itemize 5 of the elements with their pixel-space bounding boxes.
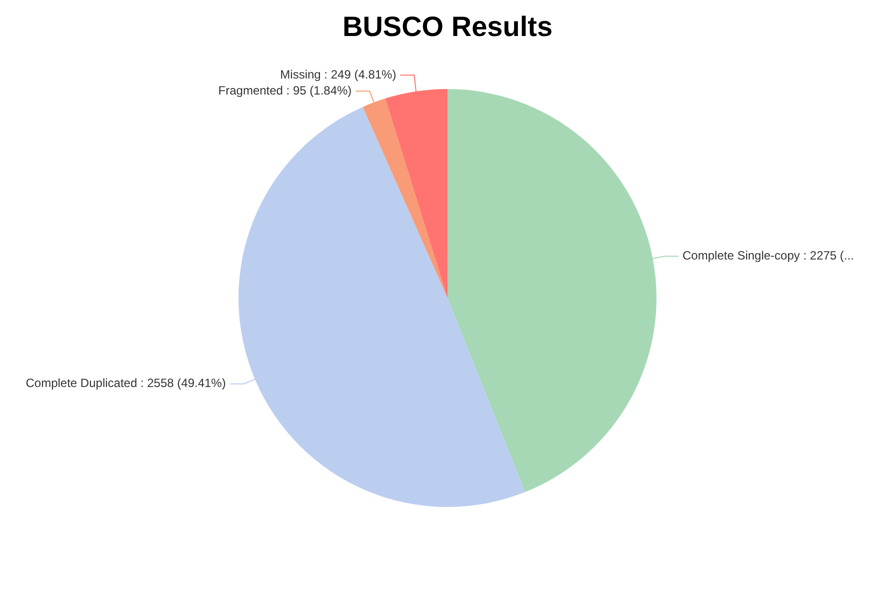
slice-label: Missing : 249 (4.81%)	[280, 67, 396, 82]
chart-title: BUSCO Results	[341, 10, 554, 44]
slice-label: Fragmented : 95 (1.84%)	[218, 83, 352, 98]
slice-label: Complete Duplicated : 2558 (49.41%)	[26, 376, 226, 390]
slice-label: Complete Single-copy : 2275 (...	[682, 248, 854, 263]
